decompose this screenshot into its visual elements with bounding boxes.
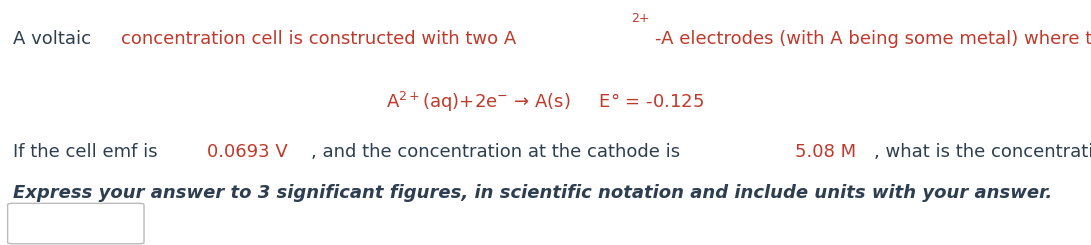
FancyBboxPatch shape — [8, 203, 144, 244]
Text: -A electrodes (with A being some metal) where the half reaction is: -A electrodes (with A being some metal) … — [655, 30, 1091, 48]
Text: , and the concentration at the cathode is: , and the concentration at the cathode i… — [311, 143, 686, 161]
Text: If the cell emf is: If the cell emf is — [13, 143, 164, 161]
Text: A voltaic: A voltaic — [13, 30, 97, 48]
Text: 5.08 M: 5.08 M — [795, 143, 856, 161]
Text: $\mathregular{A^{2+}}$(aq)+2e$^{-}$ → A(s)     E° = -0.125: $\mathregular{A^{2+}}$(aq)+2e$^{-}$ → A(… — [386, 90, 705, 114]
Text: 0.0693 V: 0.0693 V — [207, 143, 288, 161]
Text: 2+: 2+ — [632, 12, 649, 25]
Text: Express your answer to 3 significant figures, in scientific notation and include: Express your answer to 3 significant fig… — [13, 184, 1053, 202]
Text: , what is the concentration at the anode?: , what is the concentration at the anode… — [874, 143, 1091, 161]
Text: concentration cell is constructed with two A: concentration cell is constructed with t… — [121, 30, 516, 48]
